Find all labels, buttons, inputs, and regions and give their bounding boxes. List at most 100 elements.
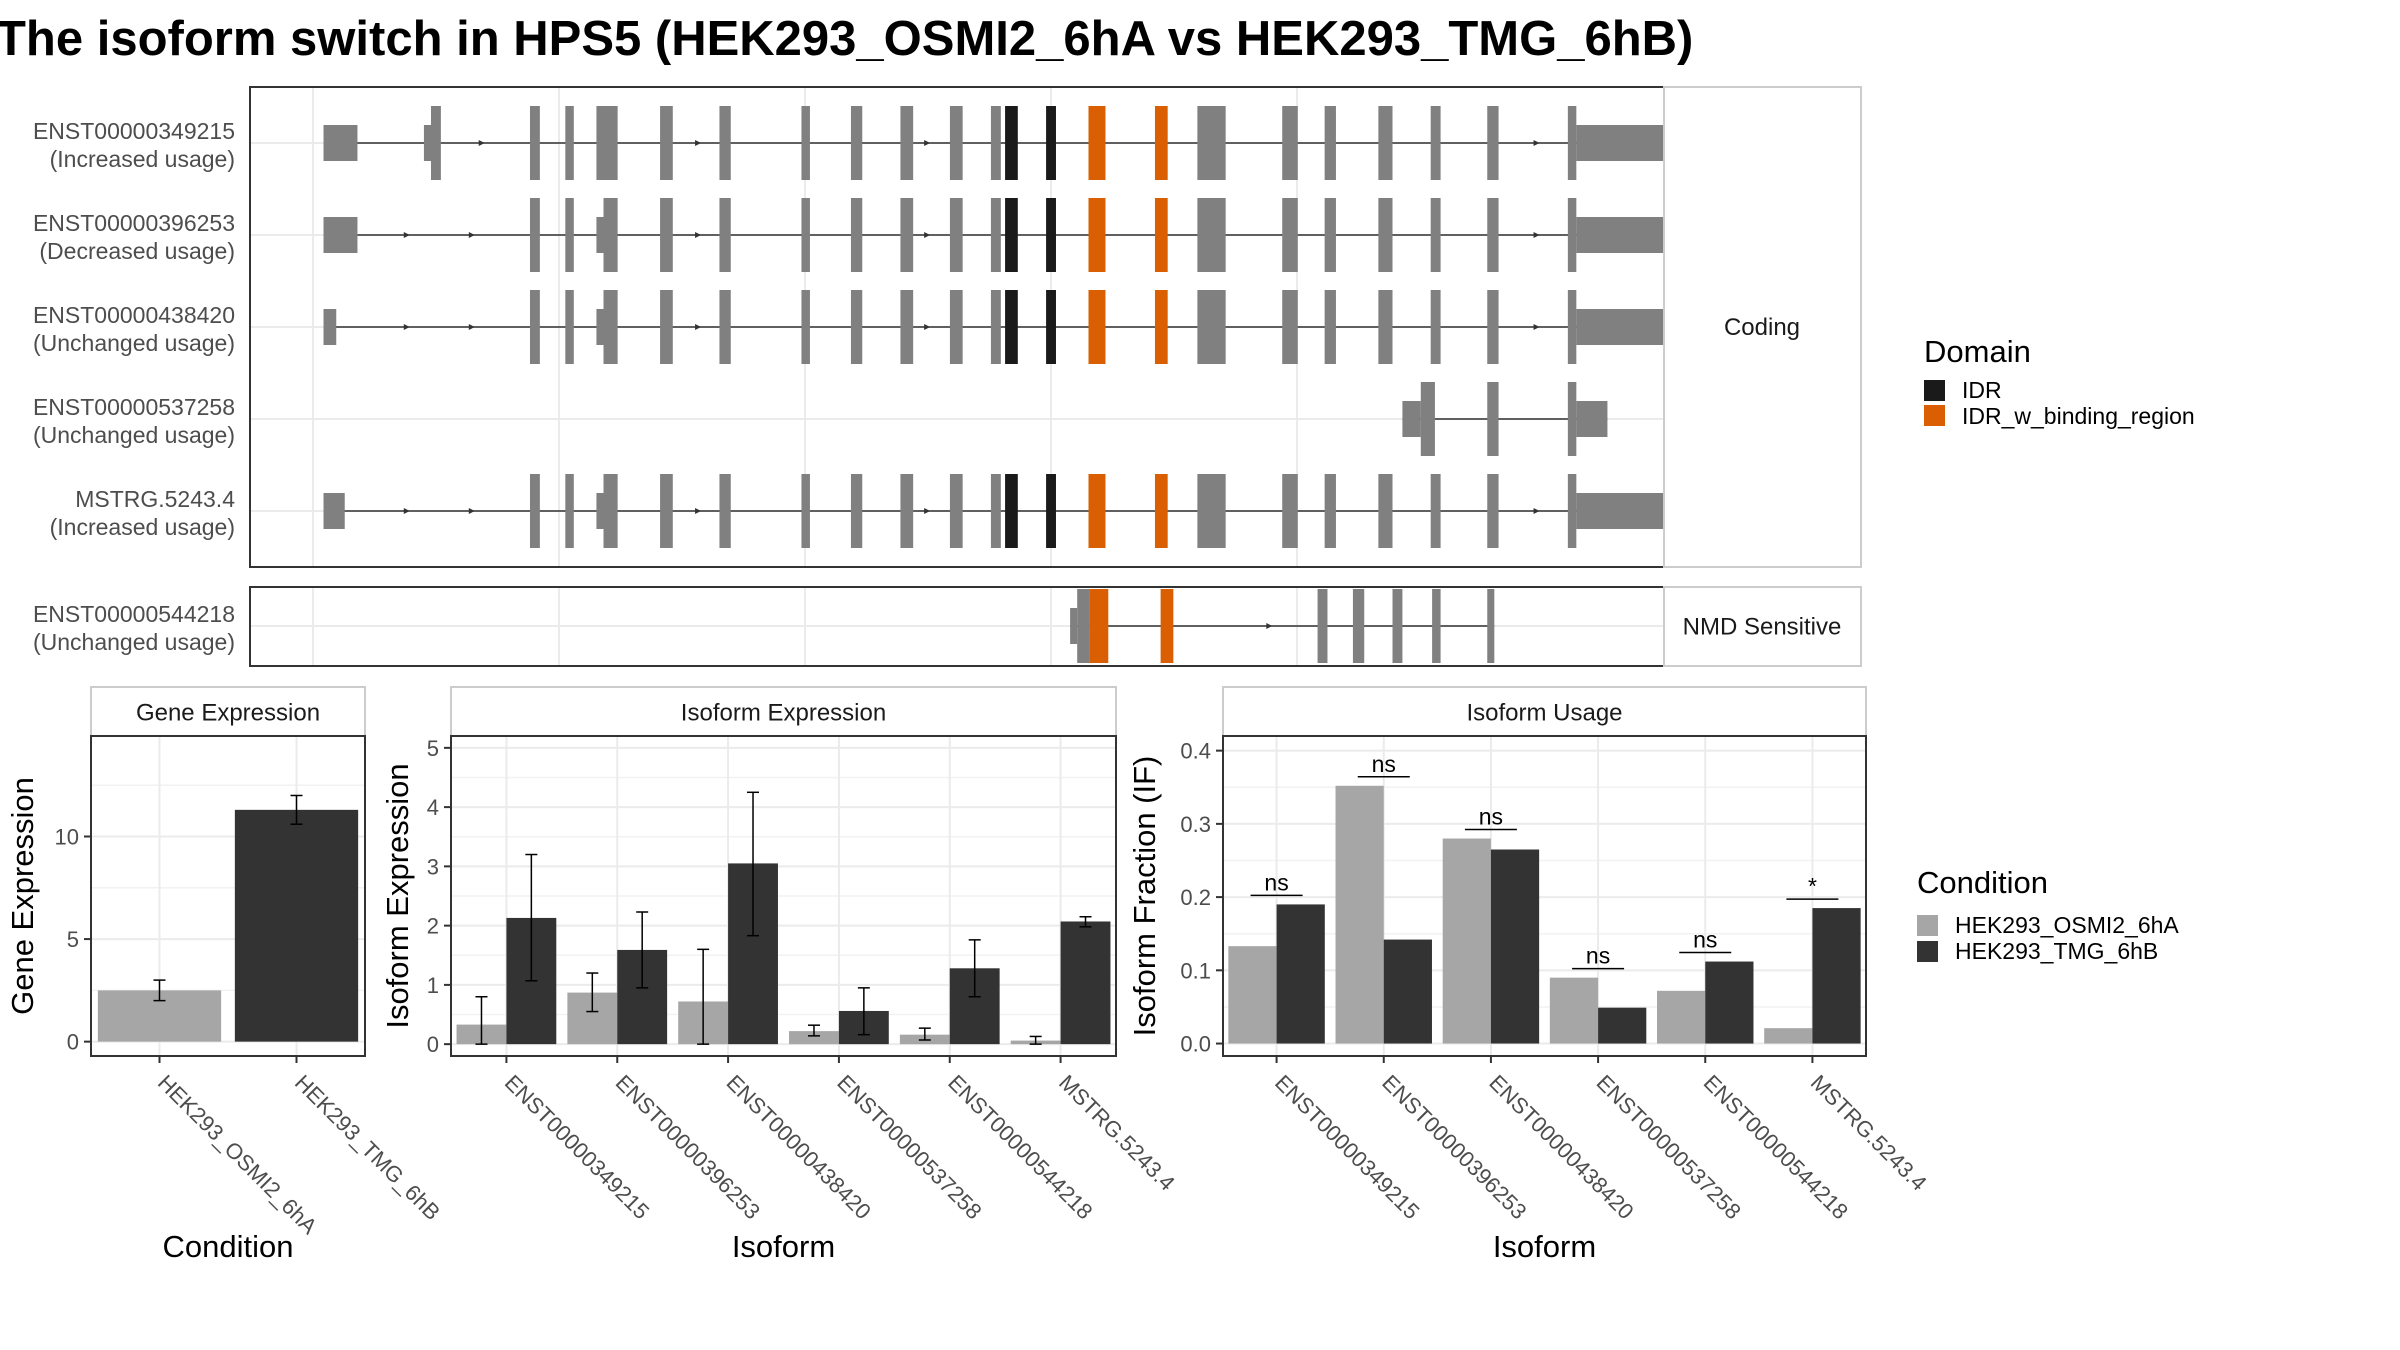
structure-panel-0: Coding [249,86,1862,568]
coding-exon [529,106,540,180]
coding-exon [1378,474,1393,548]
strand-arrow [468,324,475,330]
bar [1335,785,1384,1044]
utr-exon [1402,401,1421,437]
panel-title: Isoform Expression [681,700,886,727]
coding-exon [1324,474,1336,548]
coding-exon [900,198,914,272]
coding-exon [850,290,863,364]
coding-exon [1088,474,1106,548]
coding-exon [850,474,863,548]
strand-arrow [1533,232,1540,238]
bar [1228,946,1277,1044]
utr-exon [1576,493,1664,529]
utr-exon [596,309,604,345]
y-tick-label: 3 [427,854,439,879]
significance-label: ns [1264,869,1288,895]
coding-exon [719,106,731,180]
condition-legend-title: Condition [1917,865,2048,900]
transcript-id-label: ENST00000396253 [33,210,235,236]
coding-exon [1567,198,1577,272]
panel-border [450,735,1117,1057]
coding-exon [1430,198,1441,272]
transcript-ENST00000544218 [1070,589,1495,663]
bar [1060,921,1111,1045]
utr-exon [323,125,358,161]
strand-arrow [695,324,702,330]
panel-strip [450,686,1117,737]
coding-exon [1154,106,1168,180]
coding-exon [596,106,618,180]
y-tick-label: 0.1 [1180,958,1211,983]
transcript-id-label: ENST00000544218 [33,601,235,627]
coding-exon [1378,198,1393,272]
coding-exon [1046,106,1056,180]
y-tick-label: 5 [67,927,79,952]
utr-exon [323,309,337,345]
transcript-ENST00000537258 [1402,382,1608,456]
strand-arrow [1533,508,1540,514]
coding-exon [1160,589,1174,663]
bar [1549,977,1599,1044]
coding-exon [1282,474,1298,548]
coding-exon [1430,106,1441,180]
utr-exon [1576,401,1608,437]
coding-exon [801,198,810,272]
transcript-ENST00000396253 [323,198,1704,272]
y-tick-label: 1 [427,973,439,998]
coding-exon [1378,106,1393,180]
coding-exon [1567,382,1577,456]
y-tick-label: 10 [55,825,79,850]
strand-arrow [403,232,410,238]
transcript-id-label: ENST00000537258 [33,394,235,420]
isoform-usage-chart: Isoform Usagensnsnsnsns*0.00.10.20.30.4E… [1127,686,1932,1264]
utr-exon [1070,608,1078,644]
transcript-status-label: (Increased usage) [50,146,235,172]
legend-label-idr-binding: IDR_w_binding_region [1962,403,2195,429]
coding-exon [1005,290,1018,364]
coding-exon [1392,589,1403,663]
coding-exon [1154,290,1168,364]
coding-exon [1197,106,1226,180]
coding-exon [949,290,963,364]
x-tick-label: MSTRG.5243.4 [1054,1070,1180,1196]
strand-arrow [468,232,475,238]
coding-exon [1352,589,1365,663]
coding-exon [990,474,1001,548]
coding-exon [1487,474,1499,548]
significance-label: * [1808,873,1817,899]
strand-arrow [695,140,702,146]
coding-exon [990,198,1001,272]
y-tick-label: 0.0 [1180,1032,1211,1057]
legend-key-cond1 [1917,915,1938,936]
coding-exon [990,106,1001,180]
condition-legend: Condition HEK293_OSMI2_6hA HEK293_TMG_6h… [1917,865,2179,964]
coding-exon [660,198,673,272]
coding-exon [1317,589,1328,663]
transcript-ENST00000438420 [323,290,1681,364]
strand-arrow [924,140,931,146]
coding-exon [1487,106,1499,180]
legend-label-idr: IDR [1962,377,2002,403]
strand-arrow [924,232,931,238]
facet-strip-label: Coding [1724,314,1800,341]
y-axis-title: Isoform Expression [380,763,415,1028]
coding-exon [1005,198,1018,272]
coding-exon [603,474,618,548]
legend-key-cond2 [1917,941,1938,962]
x-tick-label: HEK293_TMG_6hB [290,1070,445,1225]
coding-exon [1282,198,1298,272]
y-tick-label: 0 [427,1032,439,1057]
y-tick-label: 0.2 [1180,885,1211,910]
y-tick-label: 0 [67,1030,79,1055]
coding-exon [949,106,963,180]
coding-exon [1197,198,1226,272]
coding-exon [1430,474,1441,548]
bar [789,1031,839,1045]
legend-label-cond2: HEK293_TMG_6hB [1955,938,2158,964]
coding-exon [850,198,863,272]
coding-exon [801,290,810,364]
transcript-status-label: (Increased usage) [50,514,235,540]
coding-exon [1046,198,1056,272]
